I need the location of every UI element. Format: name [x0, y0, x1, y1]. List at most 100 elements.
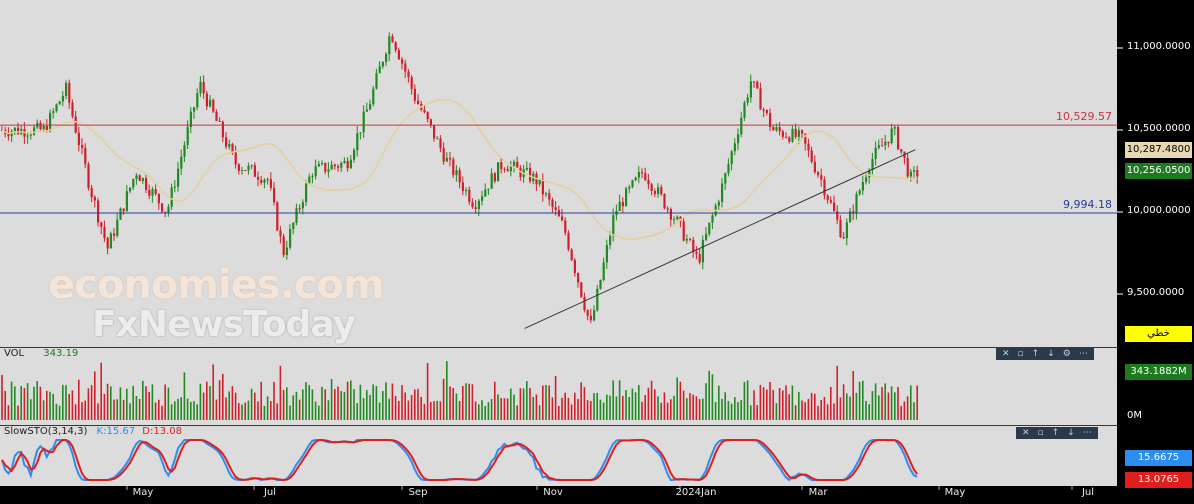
candle-body: [116, 219, 119, 236]
candle-body: [273, 187, 276, 203]
volume-bar: [778, 388, 781, 420]
move-up-icon[interactable]: ↑: [1031, 349, 1040, 359]
move-down-icon[interactable]: ↓: [1047, 349, 1055, 359]
candle-body: [772, 127, 775, 131]
volume-bar: [522, 388, 525, 420]
volume-bar: [670, 399, 672, 420]
candle-body: [727, 164, 730, 174]
volume-bar: [343, 391, 346, 420]
volume-bar: [68, 393, 70, 420]
volume-bar: [702, 398, 704, 420]
candle-body: [279, 230, 282, 237]
time-tick-label: Mar: [808, 487, 828, 498]
volume-bar: [433, 401, 435, 420]
candle-body: [884, 141, 887, 146]
volume-bar: [666, 402, 669, 420]
restore-icon[interactable]: ▫: [1017, 349, 1024, 359]
candle-body: [503, 168, 506, 170]
volume-bar: [202, 392, 205, 420]
restore-icon[interactable]: ▫: [1037, 428, 1044, 438]
volume-bar: [138, 398, 141, 420]
volume-bar: [558, 405, 560, 420]
volume-bar: [615, 396, 618, 420]
candle-body: [292, 222, 295, 230]
volume-bar: [535, 394, 538, 420]
candle-body: [269, 179, 272, 188]
volume-bar: [750, 405, 752, 420]
volume-bar: [58, 405, 61, 420]
candle-body: [455, 170, 458, 176]
close-icon[interactable]: ✕: [1022, 428, 1030, 438]
volume-bar: [158, 399, 160, 420]
candle-body: [465, 189, 468, 192]
volume-bar: [410, 395, 413, 420]
volume-bar: [36, 381, 38, 420]
candle-body: [337, 166, 340, 168]
volume-bar: [161, 405, 163, 420]
candle-body: [151, 189, 154, 196]
candle-body: [449, 157, 452, 160]
candle-body: [141, 178, 144, 182]
candle-body: [609, 236, 612, 245]
candle-body: [378, 66, 381, 74]
candle-body: [692, 239, 695, 252]
volume-bar: [737, 402, 739, 420]
volume-bar: [855, 392, 858, 420]
volume-bar: [190, 401, 192, 420]
volume-bar: [154, 402, 157, 420]
move-down-icon[interactable]: ↓: [1067, 428, 1075, 438]
horizontal-line-label: 9,994.18: [1063, 197, 1112, 211]
candle-body: [42, 125, 45, 130]
candle-body: [839, 219, 842, 237]
volume-bar: [487, 402, 490, 420]
candle-body: [157, 193, 160, 204]
candle-body: [324, 162, 327, 172]
trendline[interactable]: [524, 149, 916, 329]
volume-bar: [775, 403, 778, 420]
close-icon[interactable]: ✕: [1002, 349, 1010, 359]
candle-body: [612, 215, 615, 237]
candle-body: [340, 163, 343, 168]
volume-bar: [638, 385, 640, 420]
more-icon[interactable]: ⋯: [1078, 349, 1088, 359]
volume-bar: [874, 383, 877, 420]
volume-bar: [884, 383, 886, 420]
volume-bar: [794, 405, 797, 420]
volume-bar: [340, 391, 342, 420]
candle-body: [685, 239, 688, 241]
settings-icon[interactable]: ⚙: [1062, 349, 1071, 359]
candle-body: [724, 173, 727, 184]
candle-body: [660, 187, 663, 195]
candle-body: [663, 194, 666, 209]
candle-body: [858, 190, 861, 195]
volume-bar: [97, 403, 99, 420]
volume-bar: [254, 392, 256, 420]
candle-body: [490, 173, 493, 189]
time-tick-label: Sep: [408, 487, 428, 498]
candle-body: [84, 147, 87, 165]
volume-bar: [881, 387, 883, 420]
more-icon[interactable]: ⋯: [1082, 428, 1092, 438]
candle-body: [298, 208, 301, 210]
time-axis-bg: [0, 486, 1117, 504]
candle-body: [388, 36, 391, 55]
moving-average-line: [1, 98, 918, 241]
candle-body: [81, 145, 84, 148]
volume-bar: [686, 398, 688, 420]
candle-body: [769, 113, 772, 128]
candle-body: [39, 122, 42, 130]
volume-bar: [238, 403, 240, 420]
time-tick-label: 2024Jan: [675, 487, 717, 498]
candle-body: [913, 170, 916, 172]
move-up-icon[interactable]: ↑: [1051, 428, 1060, 438]
candle-body: [801, 130, 804, 134]
line-mode-button[interactable]: خطي: [1125, 326, 1192, 342]
candle-body: [321, 162, 324, 164]
volume-bar: [436, 400, 438, 420]
volume-bar: [321, 386, 323, 420]
volume-bar: [401, 385, 403, 420]
candle-body: [890, 128, 893, 144]
candle-body: [180, 156, 183, 169]
candle-body: [26, 135, 29, 137]
